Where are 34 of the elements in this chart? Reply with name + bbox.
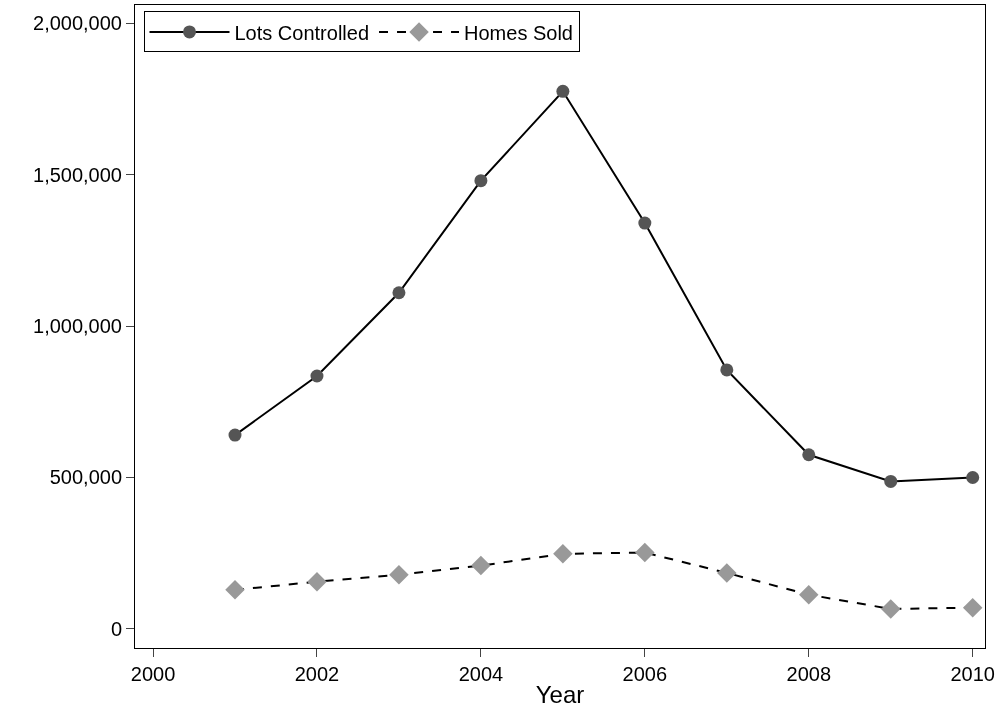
point <box>635 542 655 563</box>
point <box>310 369 324 383</box>
y-tick-label: 500,000 <box>49 466 122 489</box>
point <box>720 363 734 377</box>
point <box>966 470 980 484</box>
x-tick-label: 2010 <box>950 663 995 685</box>
point <box>880 599 901 619</box>
y-tick-label: 0 <box>110 617 122 640</box>
point <box>556 84 570 98</box>
point <box>799 584 819 605</box>
point <box>389 564 409 585</box>
legend-label: Lots Controlled <box>234 21 370 44</box>
point <box>553 544 573 564</box>
point <box>392 286 406 300</box>
x-tick-label: 2002 <box>294 663 340 685</box>
x-tick-label: 2008 <box>786 663 832 685</box>
y-tick-label: 1,000,000 <box>33 315 122 338</box>
point <box>802 448 816 462</box>
point <box>228 428 242 442</box>
point <box>717 563 737 583</box>
point <box>307 571 327 592</box>
point <box>638 216 652 230</box>
x-tick-label: 2000 <box>130 663 176 685</box>
x-tick-label: 2004 <box>458 663 504 685</box>
y-tick-label: 2,000,000 <box>33 12 122 35</box>
x-tick-label: 2006 <box>622 663 668 685</box>
point <box>884 474 898 488</box>
point <box>471 555 491 576</box>
point <box>962 597 983 618</box>
legend-label: Homes Sold <box>464 21 573 44</box>
point <box>474 174 488 188</box>
x-axis-title: Year <box>535 681 585 709</box>
y-tick-label: 1,500,000 <box>33 163 122 186</box>
point <box>225 580 245 600</box>
